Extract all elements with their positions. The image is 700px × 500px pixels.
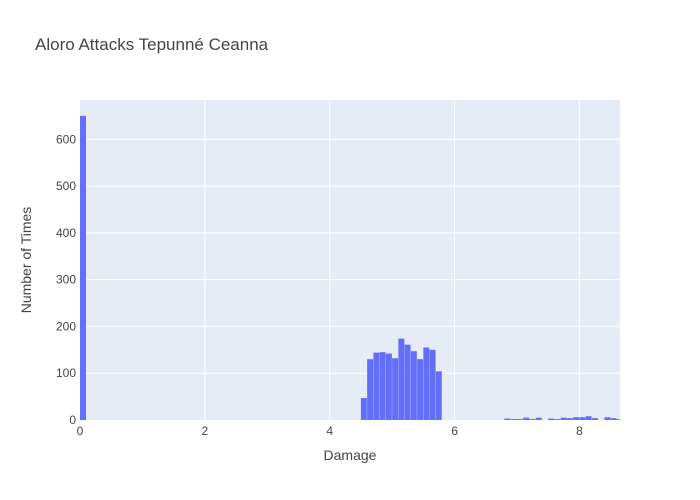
histogram-bar bbox=[423, 347, 430, 420]
histogram-bar bbox=[417, 359, 424, 420]
y-tick-label: 400 bbox=[56, 226, 76, 240]
histogram-bar bbox=[616, 419, 620, 420]
histogram-bar bbox=[385, 353, 392, 420]
histogram-bar bbox=[591, 418, 598, 420]
histogram-bar bbox=[529, 419, 536, 420]
histogram-bar bbox=[566, 418, 573, 420]
y-tick-label: 0 bbox=[69, 413, 76, 427]
x-tick-label: 0 bbox=[77, 424, 84, 438]
histogram-bar bbox=[579, 417, 586, 420]
y-tick-label: 500 bbox=[56, 179, 76, 193]
histogram-bar bbox=[392, 358, 399, 420]
histogram-bar bbox=[373, 352, 380, 420]
y-tick-labels: 0 100 200 300 400 500 600 bbox=[56, 132, 76, 427]
x-axis-label: Damage bbox=[324, 447, 377, 463]
y-tick-label: 100 bbox=[56, 366, 76, 380]
x-tick-label: 6 bbox=[451, 424, 458, 438]
histogram-bar bbox=[548, 418, 555, 420]
histogram-bar bbox=[573, 417, 580, 420]
histogram-bar bbox=[604, 417, 611, 420]
histogram-bar bbox=[360, 398, 367, 420]
gridlines bbox=[80, 100, 620, 420]
x-tick-label: 8 bbox=[576, 424, 583, 438]
plot-area bbox=[80, 100, 620, 420]
bars bbox=[80, 115, 620, 420]
x-tick-labels: 0 2 4 6 8 bbox=[77, 424, 583, 438]
histogram-bar bbox=[504, 418, 511, 420]
histogram-bar bbox=[554, 419, 561, 420]
histogram-bar bbox=[398, 338, 405, 420]
histogram-bar bbox=[367, 359, 374, 420]
histogram-bar bbox=[535, 417, 542, 420]
y-tick-label: 200 bbox=[56, 319, 76, 333]
y-tick-label: 600 bbox=[56, 132, 76, 146]
histogram-bar bbox=[429, 349, 436, 420]
histogram-bar bbox=[516, 419, 523, 420]
histogram-bar bbox=[610, 418, 617, 420]
histogram-bar bbox=[410, 351, 417, 420]
y-axis-label: Number of Times bbox=[18, 207, 34, 314]
histogram-bar bbox=[523, 417, 530, 420]
histogram-bar bbox=[379, 352, 386, 420]
histogram-bar bbox=[510, 419, 517, 420]
histogram-bar bbox=[80, 115, 86, 420]
chart-title: Aloro Attacks Tepunné Ceanna bbox=[35, 35, 269, 54]
histogram-bar bbox=[560, 417, 567, 420]
x-tick-label: 4 bbox=[326, 424, 333, 438]
x-tick-label: 2 bbox=[202, 424, 209, 438]
y-tick-label: 300 bbox=[56, 273, 76, 287]
histogram-bar bbox=[404, 344, 411, 420]
histogram-bar bbox=[435, 371, 442, 420]
histogram-bar bbox=[585, 416, 592, 420]
